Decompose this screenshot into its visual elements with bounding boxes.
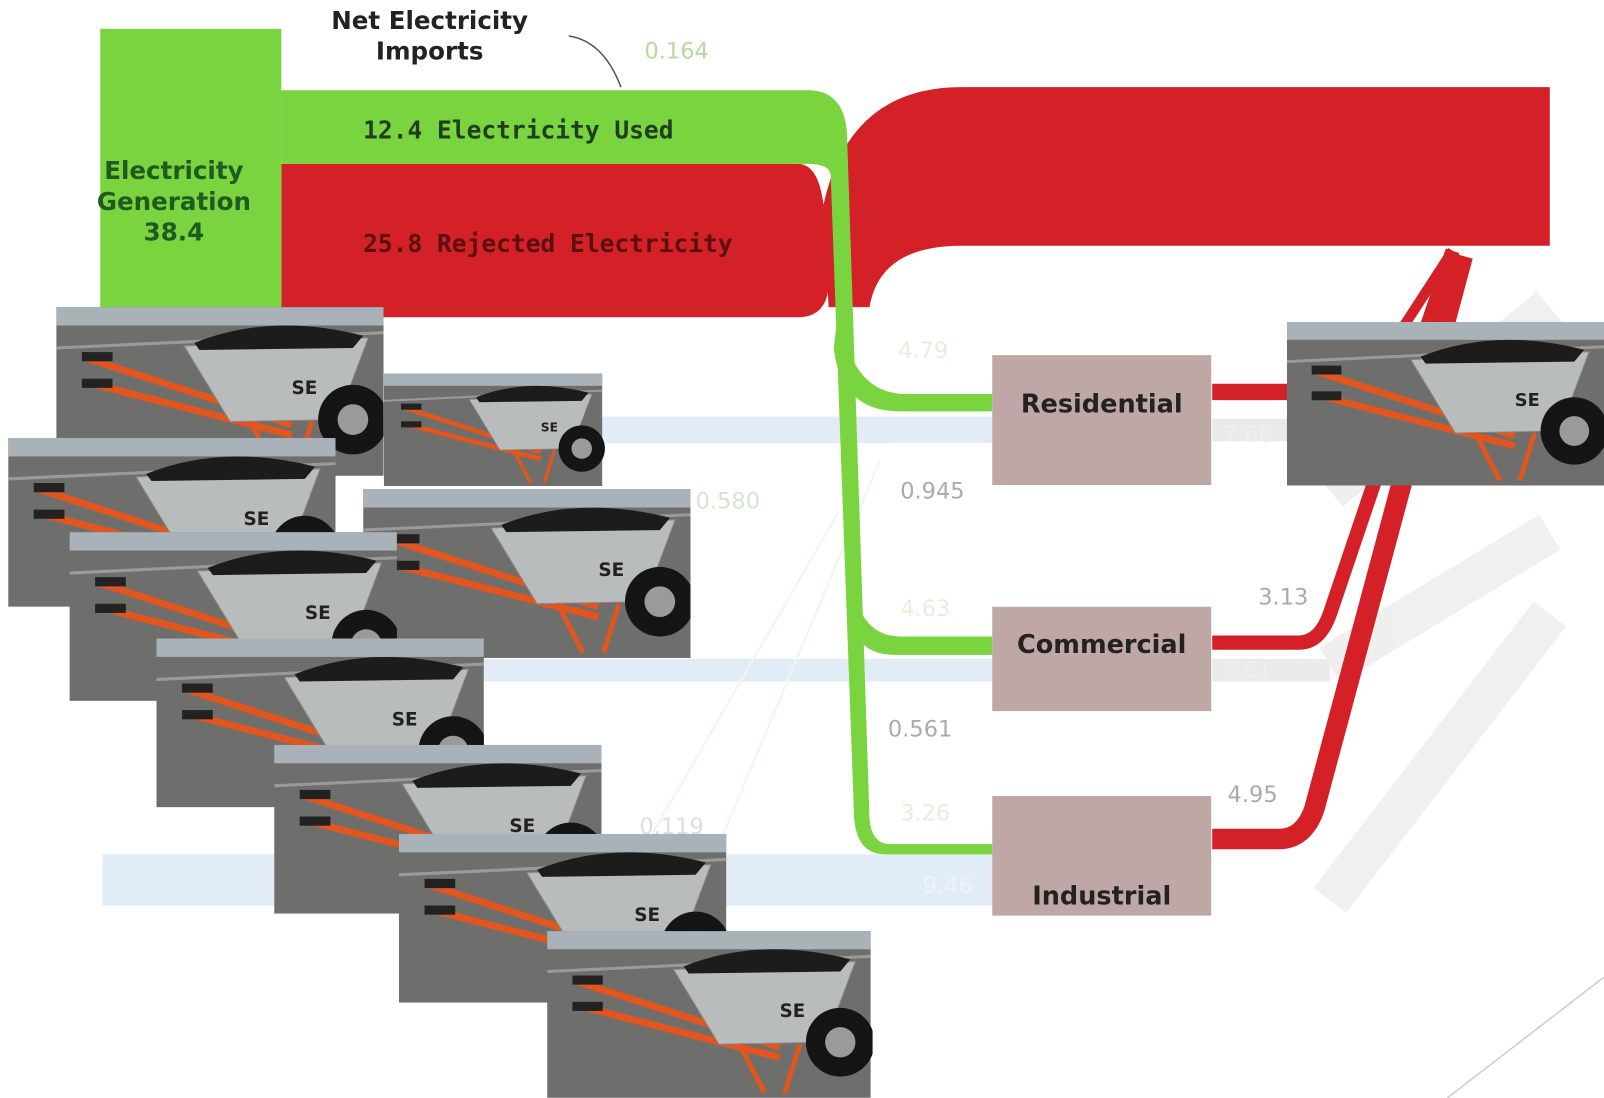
- value-label: 5.81: [1222, 657, 1272, 683]
- value-label: 4.95: [1228, 782, 1278, 808]
- decor-line: [1447, 976, 1604, 1098]
- value-label: 7.66: [1222, 422, 1272, 448]
- flow-values: 4.79 4.63 3.26 7.66 5.81 9.46 3.13 4.95 …: [639, 338, 1308, 899]
- value-label: 9.46: [923, 873, 973, 899]
- value-label: 3.13: [1258, 585, 1308, 611]
- rejected-flow: [823, 87, 1550, 308]
- photo: [384, 374, 605, 487]
- value-label: 0.561: [888, 717, 952, 743]
- node-industrial: [992, 796, 1212, 916]
- imports-label: Net Electricity Imports: [331, 6, 528, 66]
- node-commercial: [992, 606, 1212, 712]
- imports-value: 0.164: [644, 38, 708, 64]
- import-pointer: [568, 35, 622, 88]
- value-label: 4.63: [900, 596, 950, 622]
- flow-residential: [833, 307, 993, 412]
- value-label: 4.79: [898, 338, 948, 364]
- sector-name: Industrial: [1032, 881, 1171, 911]
- sector-name: Commercial: [1017, 630, 1186, 660]
- node-residential: [992, 355, 1212, 486]
- generation-label: Electricity Generation 38.4: [97, 156, 251, 246]
- rejected-flow: [281, 163, 830, 318]
- photo: [547, 931, 874, 1098]
- generation-node: [100, 28, 282, 318]
- rejected-label: 25.8 Rejected Electricity: [363, 229, 733, 258]
- photo: [1287, 322, 1604, 486]
- value-label: 3.26: [900, 801, 950, 827]
- value-label: 0.945: [900, 478, 964, 504]
- sector-name: Residential: [1021, 389, 1183, 419]
- used-flow: [281, 90, 993, 855]
- flow-commercial: [851, 573, 993, 655]
- value-label: 0.580: [696, 489, 760, 515]
- photo: [363, 489, 694, 658]
- used-label: 12.4 Electricity Used: [363, 115, 673, 144]
